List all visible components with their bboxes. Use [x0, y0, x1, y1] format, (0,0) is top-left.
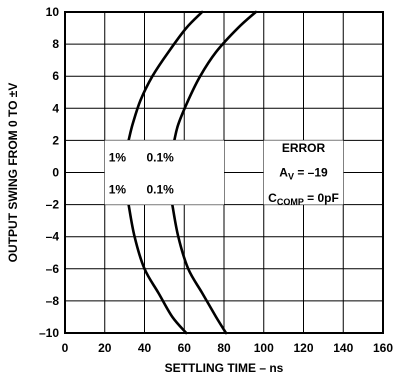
series-line-1pct-lower	[127, 203, 188, 335]
label-1pct-lower: 1%	[109, 183, 127, 197]
annotation-error-title: ERROR	[282, 141, 326, 155]
x-tick-label: 80	[217, 341, 231, 355]
y-tick-label: 0	[52, 166, 59, 180]
y-tick-label: –6	[46, 262, 60, 276]
y-tick-label: –4	[46, 230, 60, 244]
y-tick-labels: 10 8 6 4 2 0 –2 –4 –6 –8 –10	[39, 5, 59, 340]
av-prefix: A	[279, 166, 288, 180]
x-tick-label: 0	[62, 341, 69, 355]
y-axis-title: OUTPUT SWING FROM 0 TO ±V	[6, 83, 20, 263]
label-01pct-upper: 0.1%	[146, 150, 174, 164]
label-1pct-upper: 1%	[109, 150, 127, 164]
x-tick-label: 120	[293, 341, 313, 355]
y-tick-label: 6	[52, 69, 59, 83]
curves	[127, 10, 258, 335]
y-tick-label: 10	[46, 5, 60, 19]
series-line-01pct-upper	[173, 10, 258, 142]
x-tick-label: 100	[254, 341, 274, 355]
annotation-av: AV = –19	[279, 166, 328, 182]
x-tick-label: 160	[373, 341, 393, 355]
y-tick-label: 8	[52, 37, 59, 51]
x-axis-title: SETTLING TIME – ns	[165, 361, 284, 375]
x-tick-label: 20	[98, 341, 112, 355]
series-line-01pct-lower	[171, 203, 228, 335]
ccomp-prefix: C	[268, 191, 277, 205]
label-boxes	[104, 140, 344, 205]
curve-label-box	[104, 140, 224, 205]
x-tick-label: 60	[178, 341, 192, 355]
y-tick-label: 2	[52, 133, 59, 147]
ccomp-value: = 0pF	[304, 191, 339, 205]
ccomp-subscript: COMP	[277, 197, 304, 207]
plot-frame	[64, 11, 384, 334]
label-01pct-lower: 0.1%	[146, 183, 174, 197]
y-tick-label: –2	[46, 198, 60, 212]
x-tick-labels: 0 20 40 60 80 100 120 140 160	[62, 341, 394, 355]
x-tick-label: 40	[138, 341, 152, 355]
av-value: = –19	[294, 166, 328, 180]
x-tick-label: 140	[333, 341, 353, 355]
error-annotation-box	[263, 140, 344, 205]
y-tick-label: –10	[39, 326, 59, 340]
y-tick-label: –8	[46, 294, 60, 308]
av-subscript: V	[288, 172, 294, 182]
y-tick-label: 4	[52, 101, 59, 115]
annotation-ccomp: CCOMP = 0pF	[268, 191, 339, 207]
series-line-1pct-upper	[127, 10, 204, 142]
